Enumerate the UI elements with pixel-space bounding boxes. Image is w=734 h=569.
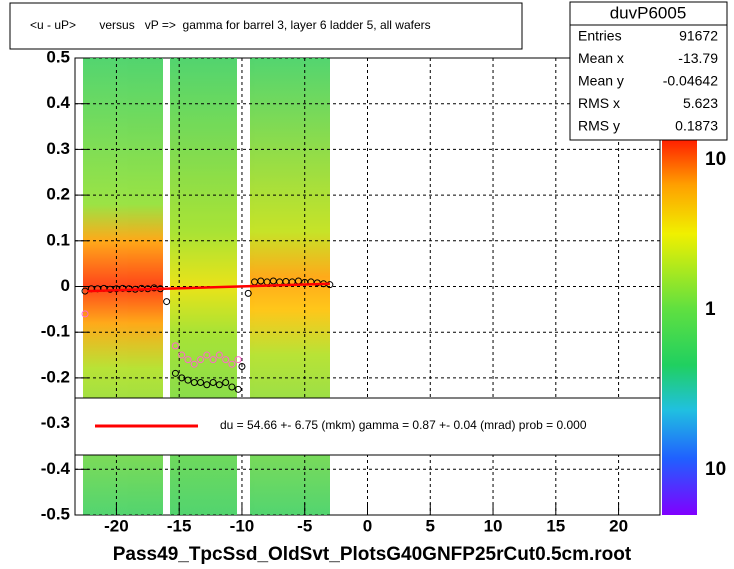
x-tick-label: 5 xyxy=(426,516,435,535)
data-point xyxy=(215,381,223,389)
stats-key: Entries xyxy=(578,28,622,44)
y-tick-label: 0.3 xyxy=(46,139,70,158)
fit-legend-text: du = 54.66 +- 6.75 (mkm) gamma = 0.87 +-… xyxy=(220,418,587,432)
chart-title: <u - uP> versus vP => gamma for barrel 3… xyxy=(30,18,431,32)
data-point xyxy=(197,378,205,386)
y-tick-label: 0.4 xyxy=(46,93,70,112)
x-tick-label: 0 xyxy=(363,516,372,535)
data-point xyxy=(234,385,242,393)
y-tick-label: 0.2 xyxy=(46,185,70,204)
data-point xyxy=(184,376,192,384)
stats-value: 91672 xyxy=(679,28,718,44)
data-point xyxy=(209,378,217,386)
stats-value: 0.1873 xyxy=(675,118,718,134)
colorbar xyxy=(662,140,697,515)
data-point xyxy=(197,356,205,364)
data-point xyxy=(178,374,186,382)
stats-value: -13.79 xyxy=(678,50,718,66)
stats-value: 5.623 xyxy=(683,95,718,111)
stats-value: -0.04642 xyxy=(663,73,718,89)
y-tick-label: 0.1 xyxy=(46,230,70,249)
data-point xyxy=(203,381,211,389)
title-box xyxy=(9,2,523,50)
x-tick-label: -10 xyxy=(230,516,255,535)
y-tick-label: -0.5 xyxy=(41,504,70,523)
x-tick-label: 15 xyxy=(546,516,565,535)
y-tick-label: -0.1 xyxy=(41,322,70,341)
stats-key: RMS x xyxy=(578,95,620,111)
data-point xyxy=(203,351,211,359)
fit-line xyxy=(87,282,330,293)
data-point xyxy=(234,356,242,364)
stats-key: RMS y xyxy=(578,118,620,134)
x-tick-label: 10 xyxy=(484,516,503,535)
data-point xyxy=(171,342,179,350)
data-point xyxy=(238,362,246,370)
y-tick-label: -0.4 xyxy=(41,459,71,478)
y-tick-label: -0.3 xyxy=(41,413,70,432)
stats-key: Mean y xyxy=(578,73,624,89)
data-point xyxy=(228,360,236,368)
colorbar-label: 1 xyxy=(705,299,716,320)
data-point xyxy=(190,360,198,368)
y-tick-label: 0 xyxy=(61,276,70,295)
data-point xyxy=(228,383,236,391)
colorbar-label: 10 xyxy=(705,149,726,170)
data-point xyxy=(81,310,89,318)
y-tick-label: -0.2 xyxy=(41,367,70,386)
x-axis-title: Pass49_TpcSsd_OldSvt_PlotsG40GNFP25rCut0… xyxy=(113,544,632,565)
data-point xyxy=(209,356,217,364)
x-tick-label: -20 xyxy=(104,516,129,535)
y-tick-label: 0.5 xyxy=(46,47,70,66)
data-point xyxy=(215,351,223,359)
x-tick-label: 20 xyxy=(609,516,628,535)
colorbar-label: 10 xyxy=(705,459,726,480)
data-point xyxy=(184,356,192,364)
data-point xyxy=(222,356,230,364)
data-point xyxy=(244,289,252,297)
data-point xyxy=(171,369,179,377)
stats-title: duvP6005 xyxy=(610,3,687,22)
data-point xyxy=(178,351,186,359)
stats-key: Mean x xyxy=(578,50,624,66)
x-tick-label: -5 xyxy=(297,516,312,535)
data-point xyxy=(163,298,171,306)
data-point xyxy=(222,378,230,386)
x-tick-label: -15 xyxy=(167,516,192,535)
